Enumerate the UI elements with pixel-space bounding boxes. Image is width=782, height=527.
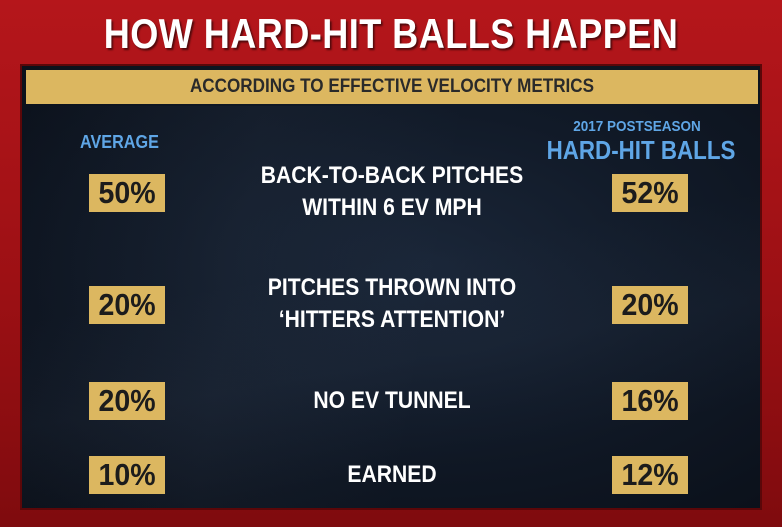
postseason-value-earned: 12% bbox=[612, 456, 688, 494]
metric-label-hitters-attention: PITCHES THROWN INTO ‘HITTERS ATTENTION’ bbox=[267, 274, 517, 333]
metric-label-back-to-back: BACK-TO-BACK PITCHES WITHIN 6 EV MPH bbox=[260, 162, 524, 221]
column-header-postseason: 2017 POSTSEASON bbox=[573, 118, 701, 135]
graphic-title: HOW HARD-HIT BALLS HAPPEN bbox=[103, 10, 679, 57]
postseason-value-back-to-back: 52% bbox=[612, 174, 688, 212]
column-header-average: AVERAGE bbox=[80, 132, 159, 152]
postseason-value-hitters-attention: 20% bbox=[612, 286, 688, 324]
average-value-back-to-back: 50% bbox=[89, 174, 165, 212]
average-value-earned: 10% bbox=[89, 456, 165, 494]
average-value-no-ev-tunnel: 20% bbox=[89, 382, 165, 420]
average-value-hitters-attention: 20% bbox=[89, 286, 165, 324]
metric-label-no-ev-tunnel: NO EV TUNNEL bbox=[313, 387, 471, 414]
subtitle-text: ACCORDING TO EFFECTIVE VELOCITY METRICS bbox=[189, 76, 595, 97]
background-scoreboard-decoration bbox=[630, 237, 733, 294]
column-header-hard-hit-balls: HARD-HIT BALLS bbox=[546, 135, 736, 165]
metric-label-earned: EARNED bbox=[347, 461, 437, 488]
stats-panel: ACCORDING TO EFFECTIVE VELOCITY METRICS … bbox=[20, 64, 762, 510]
subtitle-bar: ACCORDING TO EFFECTIVE VELOCITY METRICS bbox=[26, 70, 758, 104]
postseason-value-no-ev-tunnel: 16% bbox=[612, 382, 688, 420]
